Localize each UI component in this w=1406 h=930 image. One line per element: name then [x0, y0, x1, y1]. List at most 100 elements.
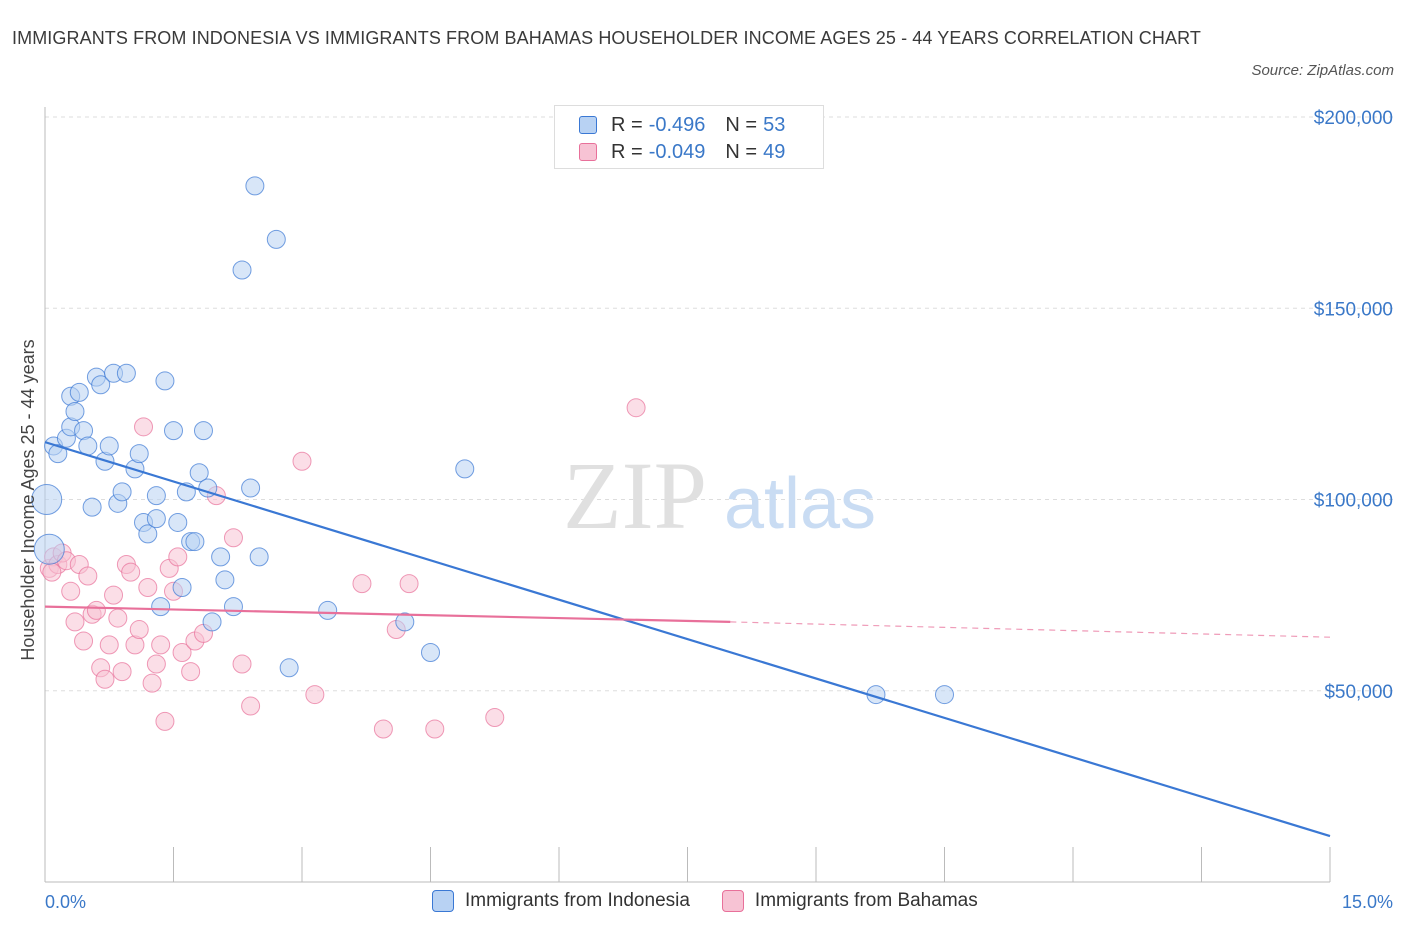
- bahamas-trend-extension: [730, 621, 1331, 638]
- y-tick-label: $100,000: [1314, 491, 1393, 512]
- bahamas-point: [112, 662, 132, 682]
- indonesia-point: [65, 402, 85, 422]
- legend-label-indonesia: Immigrants from Indonesia: [465, 890, 690, 911]
- legend-r-label: R =: [611, 140, 643, 163]
- bahamas-point: [223, 528, 243, 548]
- bahamas-point: [121, 562, 141, 582]
- indonesia-point: [168, 512, 188, 532]
- indonesia-point: [116, 363, 136, 383]
- legend-swatch-pink: [579, 143, 597, 161]
- bahamas-point: [399, 574, 419, 594]
- indonesia-point: [202, 612, 222, 632]
- bahamas-point: [155, 711, 175, 731]
- indonesia-point: [395, 612, 415, 632]
- legend-r-value: -0.496: [648, 113, 706, 136]
- indonesia-point: [82, 497, 102, 517]
- indonesia-point: [455, 459, 475, 479]
- bahamas-point: [86, 600, 106, 620]
- chart-title: IMMIGRANTS FROM INDONESIA VS IMMIGRANTS …: [12, 28, 1201, 48]
- bahamas-point: [352, 574, 372, 594]
- bahamas-point: [65, 612, 85, 632]
- source-label: Source: ZipAtlas.com: [1251, 62, 1394, 79]
- x-tick-label: 0.0%: [45, 892, 86, 912]
- bahamas-point: [61, 581, 81, 601]
- trend-lines: [44, 441, 1331, 838]
- watermark-atlas: atlas: [724, 464, 876, 544]
- legend-r-label: R =: [611, 113, 643, 136]
- legend-row-indonesia: R = -0.496 N = 53: [579, 113, 785, 137]
- y-tick-labels: $50,000 $100,000 $150,000 $200,000: [1314, 108, 1393, 703]
- indonesia-point: [421, 643, 440, 662]
- indonesia-point: [33, 533, 65, 565]
- bahamas-point: [241, 696, 261, 716]
- bahamas-point: [168, 547, 188, 567]
- indonesia-point: [189, 463, 209, 483]
- bahamas-point: [181, 662, 201, 682]
- bahamas-point: [172, 643, 192, 662]
- indonesia-point: [48, 444, 68, 464]
- indonesia-point: [91, 375, 111, 395]
- bahamas-point: [146, 654, 166, 674]
- indonesia-point: [211, 547, 231, 567]
- bahamas-point: [151, 635, 171, 655]
- indonesia-point: [146, 486, 166, 506]
- bahamas-trend-line: [44, 605, 731, 623]
- indonesia-point: [172, 577, 192, 597]
- indonesia-point: [232, 260, 252, 280]
- bahamas-point: [292, 451, 312, 471]
- x-tick-label: 15.0%: [1342, 892, 1393, 912]
- indonesia-point: [99, 436, 119, 456]
- indonesia-point: [935, 685, 954, 705]
- indonesia-point: [266, 229, 286, 249]
- indonesia-point: [112, 482, 132, 502]
- indonesia-point: [138, 524, 158, 544]
- bahamas-point: [99, 635, 119, 655]
- indonesia-point: [155, 371, 175, 391]
- bahamas-point: [305, 685, 325, 705]
- watermark: ZIP atlas: [563, 442, 876, 549]
- indonesia-point: [241, 478, 261, 498]
- indonesia-point: [215, 570, 235, 590]
- legend-swatch-pink: [721, 890, 744, 912]
- indonesia-point: [249, 547, 269, 567]
- x-tick-labels: 0.0% 15.0%: [45, 892, 1393, 912]
- indonesia-point: [223, 597, 243, 617]
- watermark-zip: ZIP: [563, 442, 707, 549]
- legend-item-indonesia: Immigrants from Indonesia: [432, 890, 690, 912]
- legend-n-value: 49: [763, 140, 786, 163]
- legend-n-label: N =: [725, 113, 758, 136]
- indonesia-point: [245, 176, 265, 196]
- indonesia-point: [31, 484, 63, 515]
- series-legend: Immigrants from Indonesia Immigrants fro…: [432, 890, 1010, 912]
- indonesia-point: [164, 421, 183, 441]
- bahamas-point: [74, 631, 94, 651]
- legend-swatch-blue: [579, 116, 597, 134]
- y-tick-label: $200,000: [1314, 108, 1393, 129]
- legend-n-label: N =: [725, 140, 758, 163]
- bahamas-point: [626, 398, 646, 418]
- bahamas-point: [485, 708, 505, 728]
- indonesia-point: [185, 532, 205, 552]
- bahamas-point: [78, 566, 98, 586]
- bahamas-point: [95, 669, 115, 689]
- indonesia-point: [193, 421, 213, 441]
- indonesia-point: [146, 509, 166, 529]
- indonesia-point: [318, 600, 338, 620]
- indonesia-point: [151, 597, 171, 617]
- legend-item-bahamas: Immigrants from Bahamas: [721, 890, 978, 912]
- bahamas-point: [373, 719, 393, 739]
- y-axis-label: Householder Income Ages 25 - 44 years: [18, 339, 38, 660]
- bahamas-point: [134, 417, 154, 437]
- indonesia-point: [129, 444, 149, 464]
- bahamas-point: [108, 608, 128, 628]
- legend-swatch-blue: [432, 890, 454, 912]
- y-tick-label: $150,000: [1314, 299, 1393, 320]
- indonesia-trend-line: [44, 441, 1331, 838]
- correlation-legend: R = -0.496 N = 53 R = -0.049 N = 49: [554, 105, 824, 169]
- bahamas-point: [138, 577, 158, 597]
- series-indonesia-points: [31, 176, 954, 705]
- legend-n-value: 53: [763, 113, 786, 136]
- indonesia-point: [69, 382, 89, 402]
- legend-r-value: -0.049: [648, 140, 706, 163]
